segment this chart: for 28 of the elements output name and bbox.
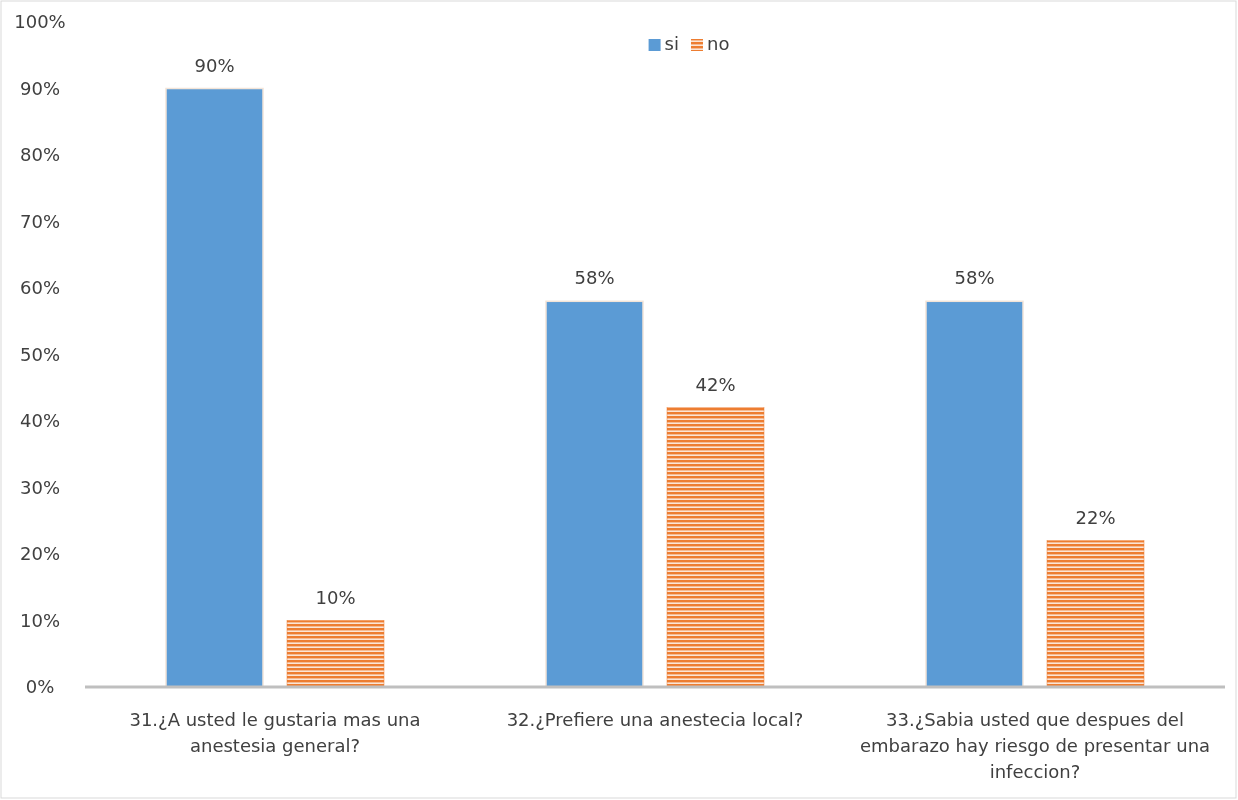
data-label: 42% xyxy=(695,373,736,395)
x-tick-label: 33.¿Sabia usted que despues del embarazo hay riesgo de presentar una infeccion? xyxy=(859,709,1211,782)
data-label: 22% xyxy=(1075,506,1116,528)
y-tick-label: 40% xyxy=(19,410,61,432)
y-tick-label: 10% xyxy=(19,609,61,631)
data-label: 58% xyxy=(574,267,615,289)
bar xyxy=(1046,540,1145,688)
data-label: 90% xyxy=(194,54,235,76)
legend-label: si xyxy=(664,33,679,54)
bar xyxy=(286,620,385,688)
y-tick-label: 30% xyxy=(19,476,61,498)
x-tick-label: 32.¿Prefiere una anestecia local? xyxy=(506,709,804,730)
bar xyxy=(666,407,765,688)
y-tick-label: 100% xyxy=(14,11,66,33)
legend-label: no xyxy=(706,33,730,54)
data-label: 58% xyxy=(954,267,995,289)
y-tick-label: 70% xyxy=(19,210,61,232)
bar xyxy=(545,300,644,688)
y-tick-label: 80% xyxy=(19,144,61,166)
x-tick-label: 31.¿A usted le gustaria mas una anestesia general? xyxy=(129,709,421,756)
bar xyxy=(165,87,264,688)
y-tick-label: 0% xyxy=(25,676,55,698)
y-tick-label: 20% xyxy=(19,543,61,565)
y-tick-label: 50% xyxy=(19,343,61,365)
data-label: 10% xyxy=(315,586,356,608)
bar xyxy=(925,300,1024,688)
y-tick-label: 60% xyxy=(19,277,61,299)
y-tick-label: 90% xyxy=(19,77,61,99)
